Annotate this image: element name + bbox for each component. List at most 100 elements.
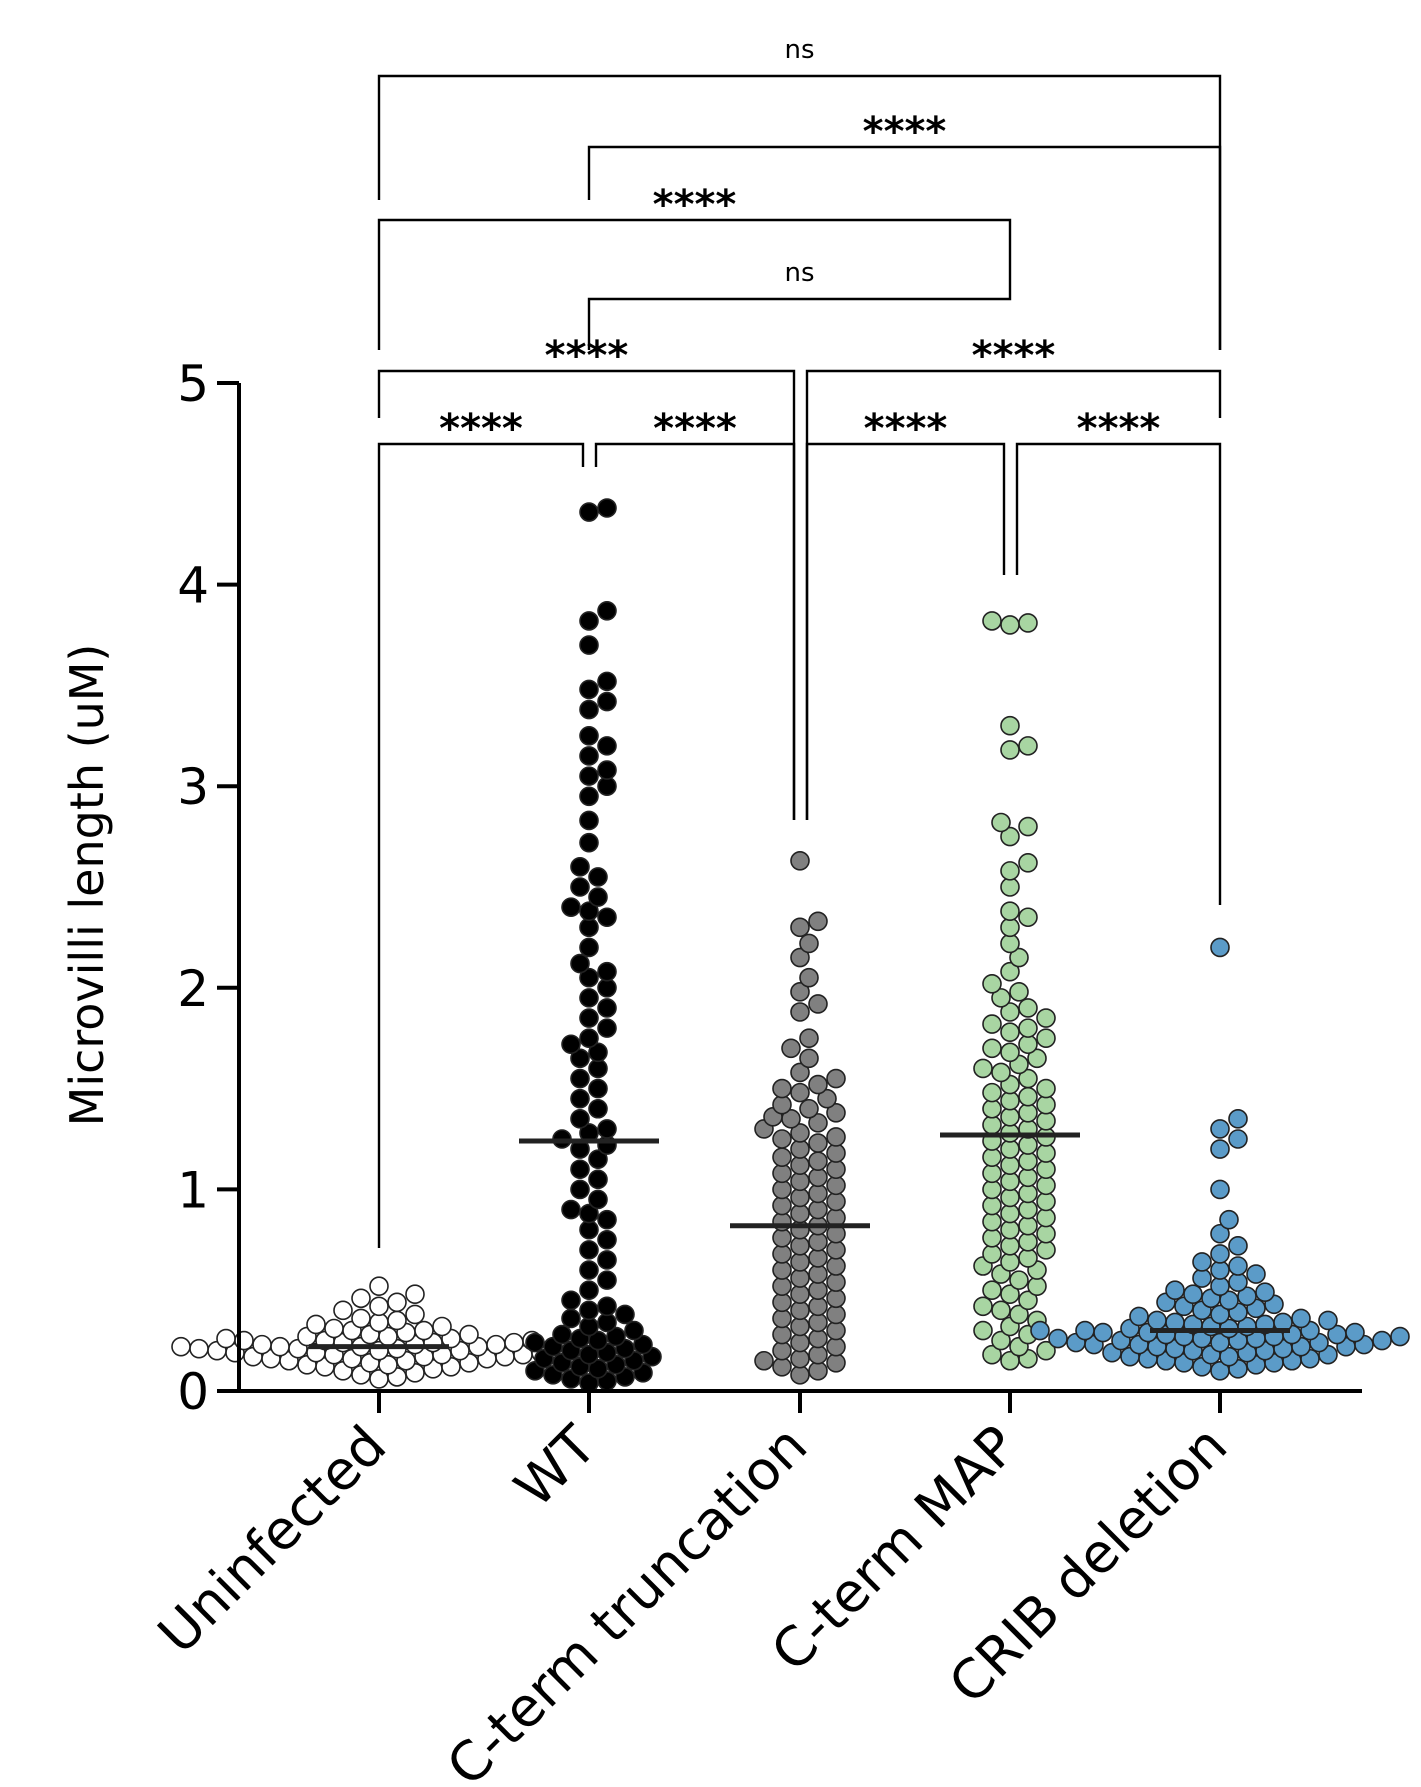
data-point	[588, 1169, 608, 1190]
data-point	[772, 1179, 792, 1200]
data-point	[790, 1284, 810, 1305]
data-point	[579, 1240, 599, 1260]
data-point	[579, 901, 599, 921]
data-point	[171, 1336, 191, 1357]
data-point	[570, 1159, 590, 1180]
bracket-3	[1015, 442, 1222, 905]
data-point	[790, 947, 810, 968]
data-point	[1291, 1308, 1311, 1329]
data-point	[1000, 1155, 1020, 1176]
data-point	[579, 1316, 599, 1337]
data-point	[387, 1310, 407, 1331]
data-point	[991, 1062, 1011, 1083]
data-point	[826, 1304, 846, 1325]
data-point	[1036, 1078, 1056, 1099]
data-point	[1390, 1326, 1410, 1347]
data-point	[808, 1248, 828, 1268]
data-point	[1228, 1272, 1248, 1292]
data-point	[790, 1268, 810, 1288]
data-point	[826, 1068, 846, 1089]
data-point	[597, 760, 617, 780]
data-point	[1018, 1135, 1038, 1155]
data-point	[1093, 1322, 1113, 1343]
x-tick-label-0: Uninfected	[146, 1414, 398, 1666]
data-point	[570, 1179, 590, 1200]
x-tick-label-1: WT	[503, 1413, 609, 1519]
data-point	[1000, 1252, 1020, 1272]
data-point	[790, 1365, 810, 1385]
data-point	[597, 1250, 617, 1270]
y-tick-label-3: 3	[177, 758, 209, 816]
data-point	[597, 691, 617, 712]
data-point	[561, 1308, 581, 1329]
data-point	[1036, 1191, 1056, 1212]
data-point	[597, 601, 617, 621]
data-point	[597, 961, 617, 982]
data-point	[1246, 1264, 1266, 1284]
data-point	[588, 1058, 608, 1079]
data-point	[633, 1334, 653, 1355]
data-points	[171, 498, 1410, 1393]
y-tick-label-2: 2	[177, 960, 209, 1018]
data-point	[333, 1300, 353, 1321]
data-point	[1237, 1286, 1257, 1307]
data-point	[597, 998, 617, 1018]
data-point	[1210, 1244, 1230, 1264]
data-point	[579, 1260, 599, 1280]
data-point	[1036, 1175, 1056, 1196]
data-point	[973, 1320, 993, 1341]
data-point	[808, 1167, 828, 1188]
data-point	[772, 1129, 792, 1149]
data-point	[1000, 1090, 1020, 1111]
data-point	[991, 1300, 1011, 1321]
data-point	[1036, 1111, 1056, 1131]
data-point	[1000, 826, 1020, 847]
data-point	[799, 967, 819, 988]
data-point	[1018, 1151, 1038, 1171]
data-point	[982, 1038, 1002, 1059]
data-point	[982, 1082, 1002, 1103]
data-point	[1018, 613, 1038, 633]
data-point	[1027, 1276, 1047, 1296]
data-point	[826, 1272, 846, 1292]
data-point	[588, 1098, 608, 1119]
data-point	[826, 1288, 846, 1309]
data-point	[1018, 1018, 1038, 1038]
data-point	[597, 776, 617, 797]
data-point	[588, 1078, 608, 1099]
data-point	[579, 725, 599, 746]
significance-label-2: ****	[864, 406, 948, 452]
data-point	[817, 1088, 837, 1109]
data-point	[351, 1288, 371, 1309]
data-point	[351, 1308, 371, 1329]
data-point	[826, 1336, 846, 1357]
data-point	[982, 1163, 1002, 1184]
data-point	[772, 1244, 792, 1264]
significance-label-9: ns	[784, 35, 814, 65]
data-point	[579, 967, 599, 988]
data-point	[588, 887, 608, 907]
data-point	[579, 635, 599, 655]
data-point	[982, 1280, 1002, 1300]
data-point	[1219, 1209, 1239, 1230]
data-point	[826, 1127, 846, 1147]
data-point	[808, 1074, 828, 1095]
data-point	[1192, 1268, 1212, 1288]
data-point	[790, 1171, 810, 1192]
data-point	[1018, 1102, 1038, 1123]
significance-label-1: ****	[653, 406, 737, 452]
data-point	[1018, 998, 1038, 1018]
data-point	[808, 1280, 828, 1300]
data-point	[826, 1191, 846, 1212]
data-point	[772, 1324, 792, 1345]
data-point	[1009, 1270, 1029, 1290]
data-point	[1000, 1284, 1020, 1305]
data-point	[579, 1300, 599, 1321]
data-point	[982, 973, 1002, 994]
bracket-5	[805, 369, 1222, 820]
data-point	[1000, 1236, 1020, 1256]
data-point	[597, 498, 617, 518]
data-point	[324, 1318, 344, 1339]
data-point	[1000, 861, 1020, 881]
data-point	[982, 1098, 1002, 1119]
